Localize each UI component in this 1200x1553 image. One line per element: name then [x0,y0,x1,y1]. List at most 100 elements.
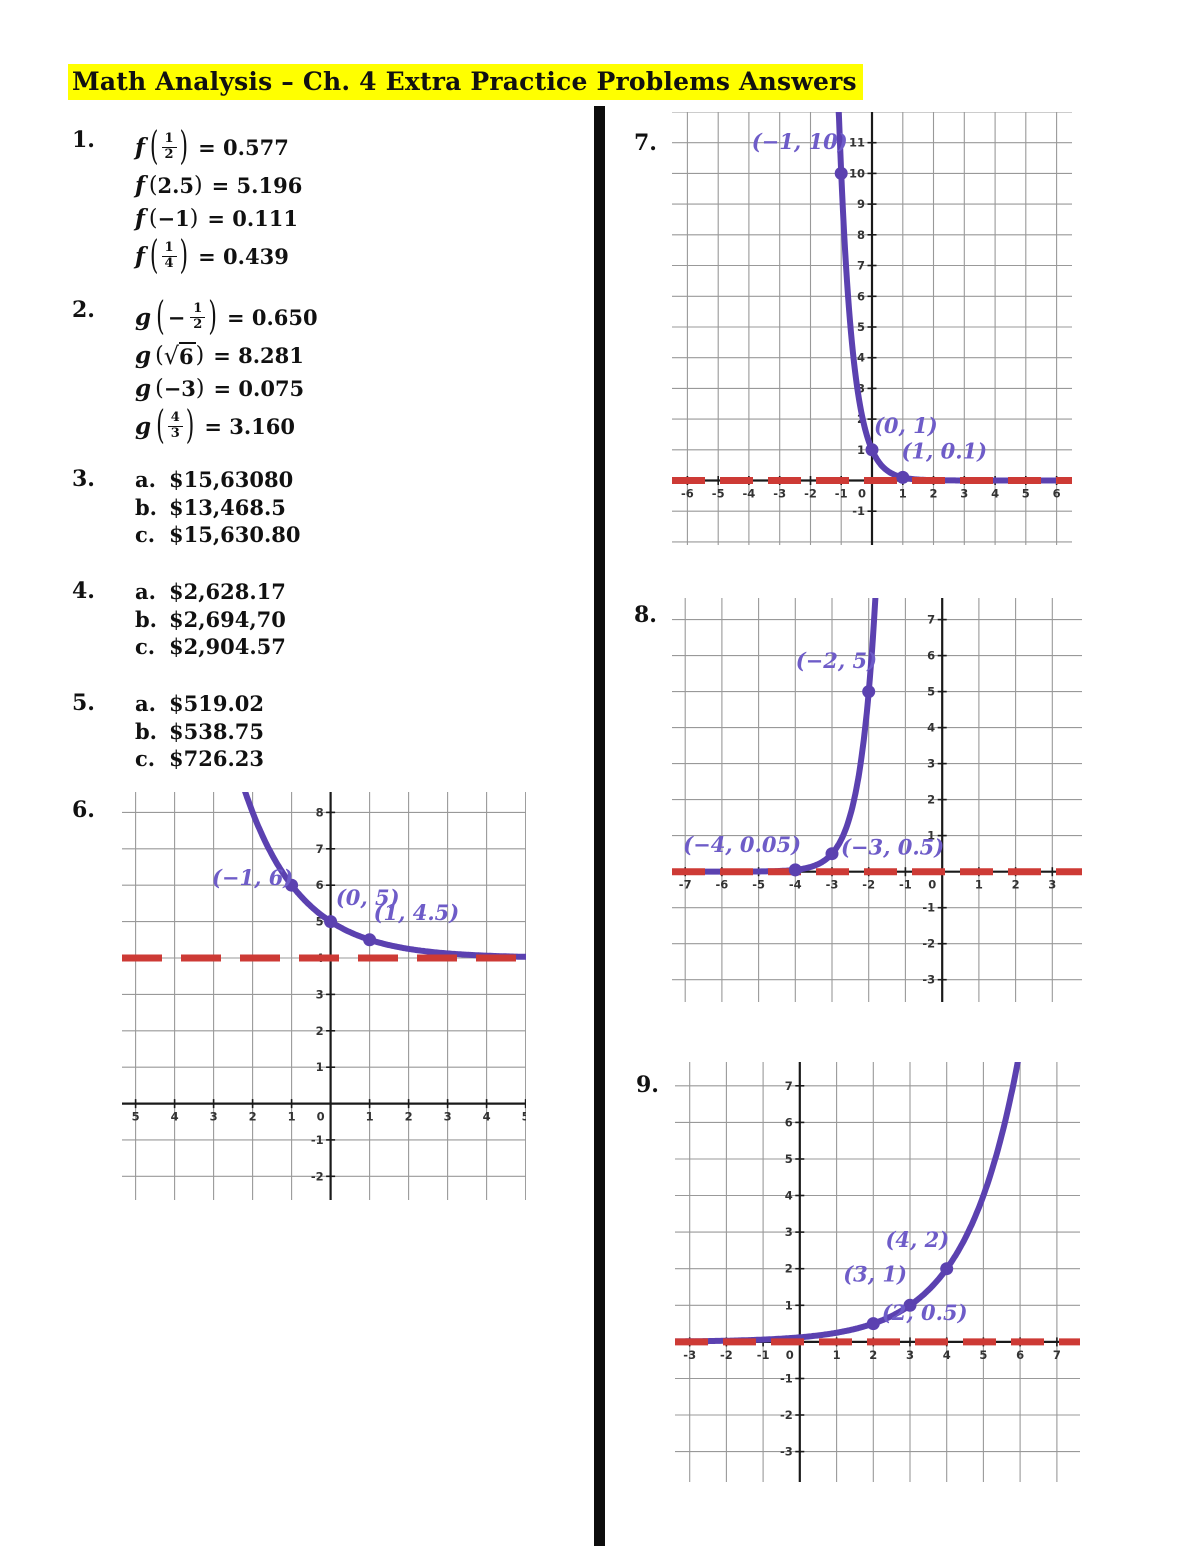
x-tick-label: 4 [483,1110,491,1124]
y-tick-label: -1 [311,1133,324,1147]
y-tick-label: 7 [927,613,935,627]
x-tick-label: -5 [752,878,765,892]
answer-amount: $15,63080 [169,467,294,492]
x-tick-label: 5 [1022,487,1030,501]
x-tick-label: 6 [1016,1348,1024,1362]
equation-line: g(√ 6) = 8.281 [135,340,318,371]
point-label: (−3, 0.5) [841,834,944,859]
problem-1-answers: f(1 2) = 0.577 f(2.5) = 5.196 f(−1) = 0.111 f(1… [135,125,302,279]
y-tick-label: 1 [316,1060,324,1074]
close-paren: ) [179,125,189,170]
y-tick-label: 6 [316,878,324,892]
close-paren: ) [194,173,203,198]
graph-problem-8: -7 -6 -5 -4 -3 -2 -1 0 1 2 3 7 6 5 4 3 2 1 -1 -2 -3 (−2, 5) (−… [672,598,1082,1002]
x-tick-label: 3 [1048,878,1056,892]
graph-svg: -3 -2 -1 0 1 2 3 4 5 6 7 7 6 5 4 3 2 1 -1 -2 -3 (4, 2) (3, 1) (… [675,1062,1080,1482]
y-tick-label: 2 [316,1024,324,1038]
x-tick-label: -5 [712,487,725,501]
problem-5: 5. a. $519.02 b. $538.75 c. $726.23 [72,690,264,773]
open-paren: ( [149,234,159,279]
answer-line: b. $2,694,70 [135,606,286,634]
equation-line: f(−1) = 0.111 [135,203,302,234]
x-tick-label: -7 [679,878,692,892]
answer-amount: $13,468.5 [169,494,286,520]
y-tick-label: 10 [849,166,865,180]
x-tick-label: -3 [773,487,786,501]
y-tick-label: 9 [857,197,865,211]
close-paren: ) [208,295,217,340]
problem-4: 4. a. $2,628.17 b. $2,694,70 c. $2,904.57 [72,578,286,661]
answer-letter: b. [135,718,157,744]
open-paren: ( [156,404,165,449]
data-point [862,685,876,699]
equation-line: g(−3) = 0.075 [135,373,318,404]
close-paren: ) [189,206,199,231]
x-tick-label: -2 [804,487,817,501]
y-tick-label: 6 [857,289,865,303]
x-tick-label: 5 [132,1110,140,1124]
x-tick-label: 6 [1053,487,1061,501]
answer-amount: $726.23 [169,746,264,771]
answer-line: c. $15,630.80 [135,521,301,549]
y-tick-label: -3 [780,1445,793,1459]
point-label: (2, 0.5) [882,1300,968,1325]
y-tick-label: -1 [852,504,865,518]
answer-line: c. $2,904.57 [135,633,286,661]
x-tick-label: 2 [249,1110,257,1124]
problem-number: 2. [72,297,95,323]
close-paren: ) [195,343,205,368]
problem-7-number: 7. [634,130,657,156]
open-paren: ( [155,343,164,368]
x-tick-label: 4 [943,1348,951,1362]
point-label: (−1, 10) [752,129,848,154]
y-tick-label: 4 [785,1189,793,1203]
y-tick-label: 2 [927,793,935,807]
answer-line: b. $538.75 [135,718,264,746]
y-tick-label: 7 [785,1079,793,1093]
problem-2: 2. g(−1 2) = 0.650 g(√ 6) = 8.281 g(−3) = 0.075… [72,295,318,449]
graph-problem-9: -3 -2 -1 0 1 2 3 4 5 6 7 7 6 5 4 3 2 1 -1 -2 -3 (4, 2) (3, 1) (… [675,1062,1080,1482]
data-point [788,863,802,877]
equation-result: = 0.075 [213,376,305,401]
x-tick-label: 0 [786,1348,794,1362]
answer-line: b. $13,468.5 [135,494,301,522]
answer-amount: $2,628.17 [169,579,286,604]
answer-letter: a. [135,579,156,604]
equation-result: = 0.650 [226,305,318,330]
equation-line: g(4 3) = 3.160 [135,404,318,449]
x-tick-label: -4 [789,878,802,892]
data-point [896,470,910,484]
y-tick-label: -1 [780,1372,793,1386]
x-tick-label: 2 [929,487,937,501]
answer-letter: b. [135,494,157,520]
graph-svg: -7 -6 -5 -4 -3 -2 -1 0 1 2 3 7 6 5 4 3 2 1 -1 -2 -3 (−2, 5) (−… [672,598,1082,1002]
x-tick-label: 2 [1012,878,1020,892]
y-tick-label: 4 [927,721,935,735]
x-tick-label: 0 [317,1110,325,1124]
y-tick-label: 1 [857,443,865,457]
x-tick-label: 3 [210,1110,218,1124]
equation-result: = 8.281 [213,343,304,368]
equation-result: = 3.160 [204,414,295,439]
x-tick-label: 3 [906,1348,914,1362]
function-letter: f [135,134,145,161]
x-tick-label: -1 [899,878,912,892]
answer-amount: $15,630.80 [169,522,301,547]
y-tick-label: -2 [311,1169,324,1183]
function-letter: g [135,304,152,331]
argument: −1 [157,206,190,231]
x-tick-label: 1 [288,1110,296,1124]
answer-amount: $2,694,70 [169,606,286,632]
point-label: (0, 5) [336,885,400,910]
problem-number: 1. [72,127,95,153]
answer-letter: c. [135,746,156,771]
x-tick-label: -1 [835,487,848,501]
answer-line: a. $519.02 [135,690,264,718]
point-label: (1, 4.5) [374,900,460,925]
y-tick-label: 2 [785,1262,793,1276]
function-letter: f [135,205,145,232]
answer-letter: c. [135,634,156,659]
